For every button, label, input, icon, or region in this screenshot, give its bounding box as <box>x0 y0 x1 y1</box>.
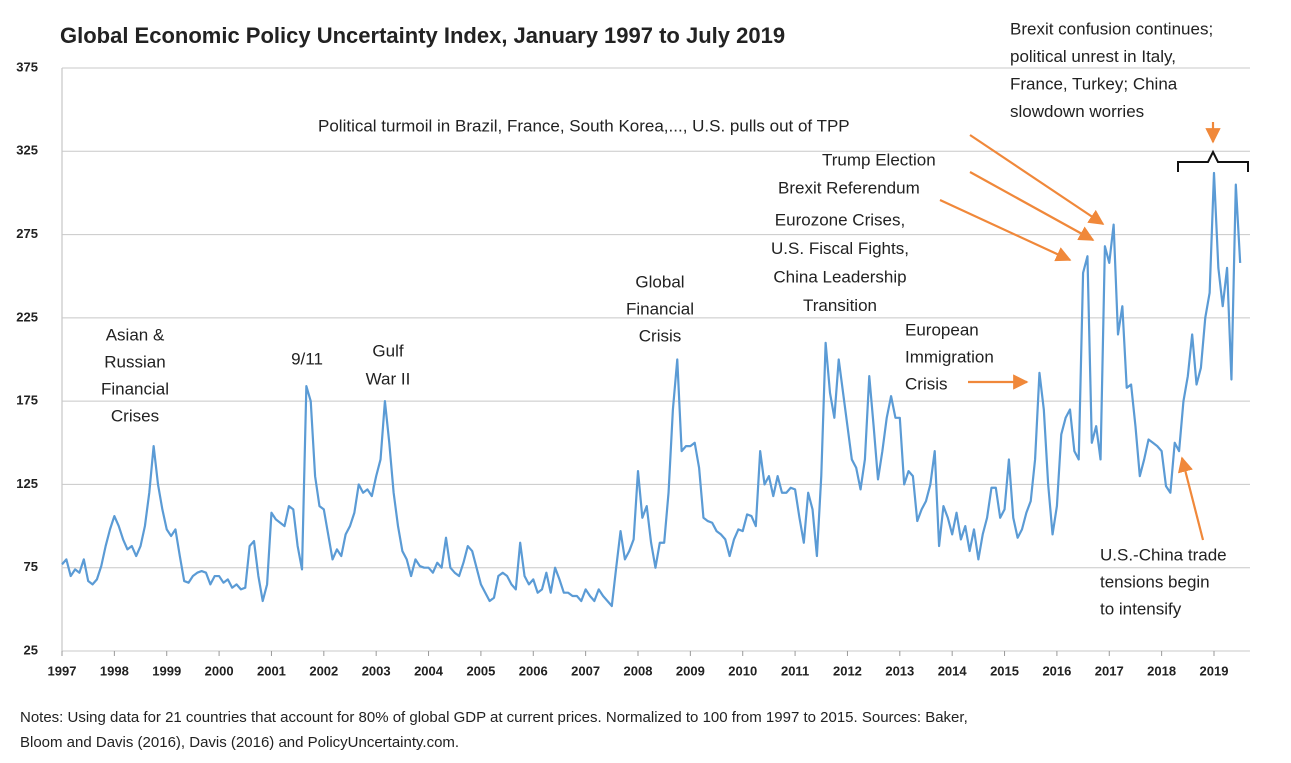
annotation: Financial <box>101 379 169 398</box>
annotation: Transition <box>803 296 877 315</box>
annotation: U.S. Fiscal Fights, <box>771 239 909 258</box>
annotation: Asian & <box>106 325 165 344</box>
annotation: slowdown worries <box>1010 102 1144 121</box>
x-tick-label: 2004 <box>414 663 444 678</box>
annotation: Gulf <box>372 341 403 360</box>
x-tick-label: 2015 <box>990 663 1019 678</box>
x-tick-label: 2010 <box>728 663 757 678</box>
x-tick-label: 2006 <box>519 663 548 678</box>
annotation: Russian <box>104 352 165 371</box>
x-tick-label: 2016 <box>1042 663 1071 678</box>
annotation: political unrest in Italy, <box>1010 47 1176 66</box>
x-tick-label: 2000 <box>205 663 234 678</box>
annotation: Crisis <box>639 326 682 345</box>
data-line <box>61 171 1242 608</box>
annotation-arrow <box>1177 456 1205 541</box>
x-tick-label: 1999 <box>152 663 181 678</box>
x-tick-label: 2019 <box>1200 663 1229 678</box>
notes: Notes: Using data for 21 countries that … <box>20 709 968 726</box>
x-tick-label: 2005 <box>466 663 495 678</box>
x-tick-label: 2017 <box>1095 663 1124 678</box>
x-tick-label: 2011 <box>781 663 809 678</box>
annotation: 9/11 <box>291 349 323 368</box>
annotation-bracket <box>1177 149 1249 172</box>
chart-title: Global Economic Policy Uncertainty Index… <box>60 23 785 48</box>
annotation: Political turmoil in Brazil, France, Sou… <box>318 116 850 135</box>
annotation: tensions begin <box>1100 572 1210 591</box>
y-tick-label: 325 <box>16 143 38 158</box>
annotation: Crises <box>111 406 159 425</box>
y-tick-label: 125 <box>16 476 38 491</box>
annotation: Brexit Referendum <box>778 178 920 197</box>
annotation: Immigration <box>905 347 994 366</box>
annotation-arrow <box>939 199 1072 262</box>
x-tick-label: 2001 <box>257 663 286 678</box>
y-tick-label: 175 <box>16 393 38 408</box>
annotation: Crisis <box>905 374 948 393</box>
annotation: U.S.-China trade <box>1100 545 1227 564</box>
annotation: Financial <box>626 299 694 318</box>
x-tick-label: 2008 <box>624 663 653 678</box>
x-tick-label: 2018 <box>1147 663 1176 678</box>
x-tick-label: 2007 <box>571 663 600 678</box>
x-tick-label: 2002 <box>309 663 338 678</box>
annotation: France, Turkey; China <box>1010 74 1178 93</box>
annotation: War II <box>366 369 411 388</box>
annotation: to intensify <box>1100 599 1182 618</box>
annotation: Trump Election <box>822 150 936 169</box>
x-tick-label: 2003 <box>362 663 391 678</box>
y-tick-label: 75 <box>24 559 38 574</box>
annotation: China Leadership <box>773 267 906 286</box>
x-tick-label: 2012 <box>833 663 862 678</box>
annotation: Brexit confusion continues; <box>1010 19 1213 38</box>
x-tick-label: 1997 <box>48 663 77 678</box>
x-tick-label: 2014 <box>938 663 968 678</box>
y-tick-label: 275 <box>16 226 38 241</box>
x-tick-label: 2013 <box>885 663 914 678</box>
notes: Bloom and Davis (2016), Davis (2016) and… <box>20 734 459 751</box>
y-tick-label: 25 <box>24 642 38 657</box>
annotation-arrow <box>969 171 1095 241</box>
y-tick-label: 375 <box>16 59 38 74</box>
annotation: Global <box>635 272 684 291</box>
x-tick-label: 2009 <box>676 663 705 678</box>
annotation: European <box>905 320 979 339</box>
annotation-arrow <box>969 134 1105 225</box>
annotation: Eurozone Crises, <box>775 210 905 229</box>
y-tick-label: 225 <box>16 309 38 324</box>
x-tick-label: 1998 <box>100 663 129 678</box>
